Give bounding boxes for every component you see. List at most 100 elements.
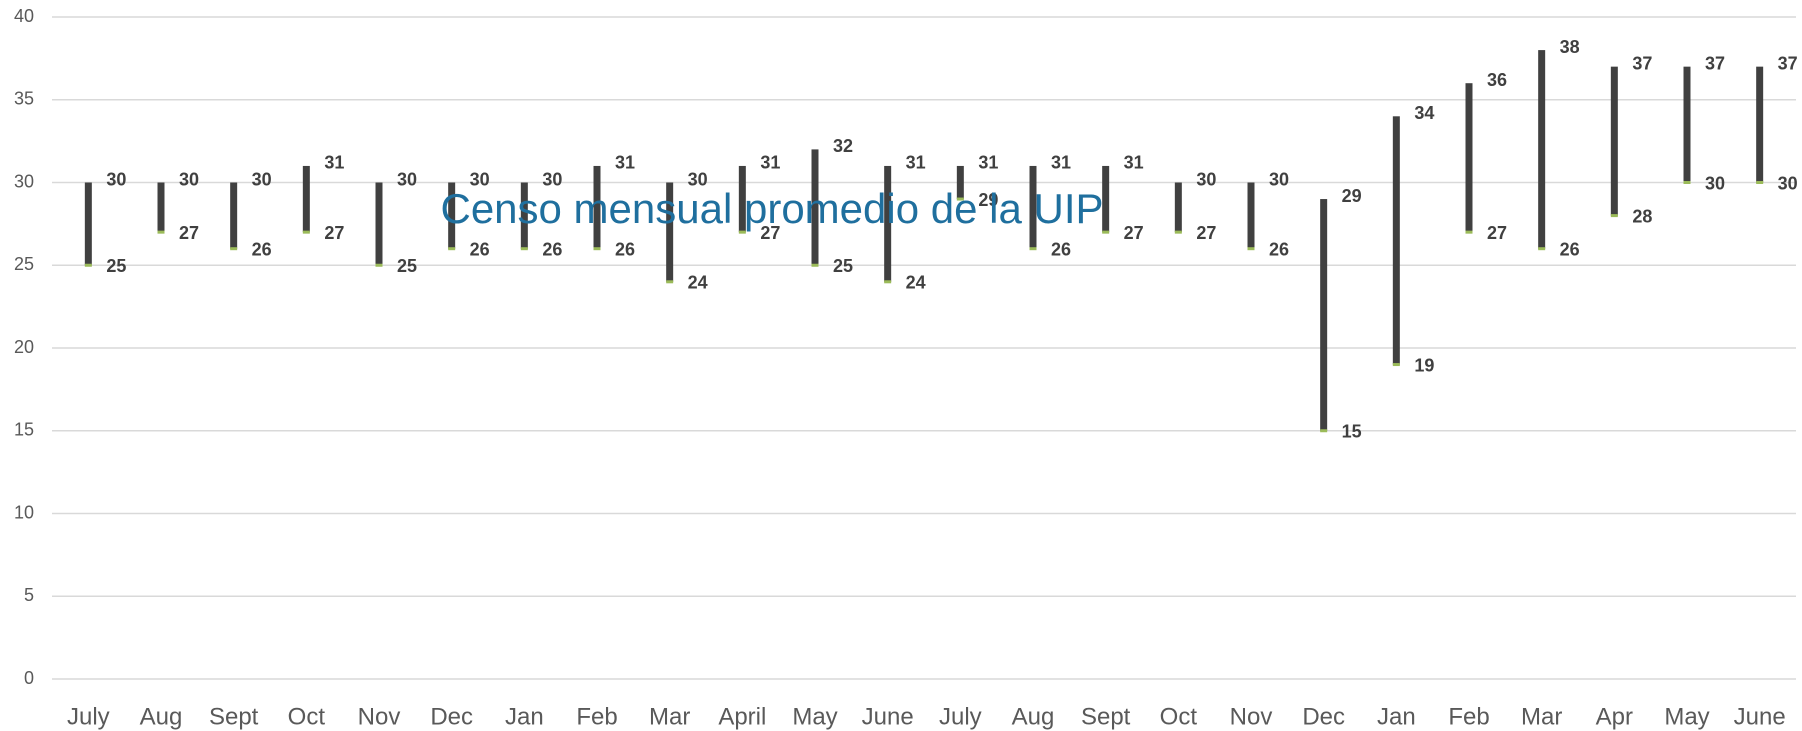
y-tick-label: 20	[14, 337, 34, 357]
high-label: 31	[615, 153, 635, 173]
low-marker	[230, 247, 238, 251]
range-bar	[1538, 50, 1546, 249]
low-label: 26	[615, 239, 635, 259]
x-tick-label: Jan	[505, 703, 544, 730]
high-label: 37	[1778, 53, 1798, 73]
x-tick-label: Sept	[1081, 703, 1131, 730]
low-marker	[738, 230, 746, 234]
low-marker	[1174, 230, 1182, 234]
low-label: 30	[1778, 173, 1798, 193]
low-label: 26	[542, 239, 562, 259]
low-label: 25	[833, 256, 853, 276]
y-tick-label: 35	[14, 89, 34, 109]
low-label: 26	[1051, 239, 1071, 259]
range-bar	[84, 182, 92, 266]
low-label: 26	[470, 239, 490, 259]
x-tick-label: Oct	[288, 703, 326, 730]
x-tick-label: June	[1734, 703, 1786, 730]
low-label: 27	[324, 223, 344, 243]
low-label: 19	[1414, 355, 1434, 375]
low-marker	[1029, 247, 1037, 251]
high-label: 31	[978, 153, 998, 173]
high-label: 30	[542, 169, 562, 189]
y-tick-label: 10	[14, 502, 34, 522]
range-bar	[157, 182, 165, 233]
range-bar	[1756, 66, 1764, 183]
low-label: 15	[1342, 422, 1362, 442]
x-tick-label: Jan	[1377, 703, 1416, 730]
x-tick-label: Feb	[576, 703, 617, 730]
low-marker	[1320, 429, 1328, 433]
x-tick-label: April	[718, 703, 766, 730]
low-label: 24	[688, 273, 708, 293]
high-label: 29	[1342, 186, 1362, 206]
low-marker	[157, 230, 165, 234]
range-bar	[230, 182, 238, 249]
range-bar	[1102, 165, 1110, 233]
low-marker	[448, 247, 456, 251]
high-label: 38	[1560, 37, 1580, 57]
high-label: 30	[252, 169, 272, 189]
range-bar	[1174, 182, 1182, 233]
range-bar	[884, 165, 892, 282]
low-label: 30	[1705, 173, 1725, 193]
high-label: 30	[688, 169, 708, 189]
high-label: 30	[106, 169, 126, 189]
low-label: 25	[397, 256, 417, 276]
low-marker	[1465, 230, 1473, 234]
x-tick-label: Dec	[1302, 703, 1345, 730]
low-marker	[1102, 230, 1110, 234]
range-bar	[1247, 182, 1255, 249]
x-tick-label: Nov	[358, 703, 401, 730]
high-label: 30	[179, 169, 199, 189]
x-tick-label: May	[792, 703, 837, 730]
low-label: 24	[906, 273, 926, 293]
low-marker	[302, 230, 310, 234]
low-label: 27	[1124, 223, 1144, 243]
low-marker	[593, 247, 601, 251]
range-bar	[666, 182, 674, 282]
low-marker	[520, 247, 528, 251]
range-bar	[1683, 66, 1691, 183]
range-bar	[302, 165, 310, 233]
low-label: 29	[978, 190, 998, 210]
y-tick-label: 25	[14, 254, 34, 274]
y-tick-label: 30	[14, 171, 34, 191]
low-marker	[1538, 247, 1546, 251]
x-tick-label: Aug	[140, 703, 183, 730]
low-label: 27	[1196, 223, 1216, 243]
x-tick-label: Apr	[1596, 703, 1633, 730]
low-marker	[375, 263, 383, 267]
range-bar	[1320, 199, 1328, 431]
y-tick-label: 5	[24, 585, 34, 605]
x-tick-label: Feb	[1448, 703, 1489, 730]
chart-title: Censo mensual promedio de la UIP	[440, 185, 1103, 232]
low-marker	[1392, 363, 1400, 367]
low-label: 26	[1269, 239, 1289, 259]
low-label: 28	[1632, 206, 1652, 226]
high-label: 34	[1414, 103, 1434, 123]
x-tick-label: Mar	[1521, 703, 1562, 730]
y-tick-label: 40	[14, 6, 34, 26]
x-tick-label: Nov	[1230, 703, 1273, 730]
low-marker	[84, 263, 92, 267]
high-label: 32	[833, 136, 853, 156]
x-tick-label: Oct	[1160, 703, 1198, 730]
high-label: 30	[470, 169, 490, 189]
range-bar	[593, 165, 601, 249]
range-bar	[811, 149, 819, 266]
x-tick-label: Aug	[1012, 703, 1055, 730]
high-label: 37	[1632, 53, 1652, 73]
high-label: 31	[1051, 153, 1071, 173]
x-tick-label: July	[939, 703, 982, 730]
low-marker	[811, 263, 819, 267]
low-marker	[1756, 181, 1764, 184]
low-label: 27	[1487, 223, 1507, 243]
x-tick-label: Mar	[649, 703, 690, 730]
range-bar	[448, 182, 456, 249]
low-label: 27	[760, 223, 780, 243]
low-label: 25	[106, 256, 126, 276]
y-tick-label: 15	[14, 420, 34, 440]
high-label: 36	[1487, 70, 1507, 90]
x-tick-label: June	[862, 703, 914, 730]
